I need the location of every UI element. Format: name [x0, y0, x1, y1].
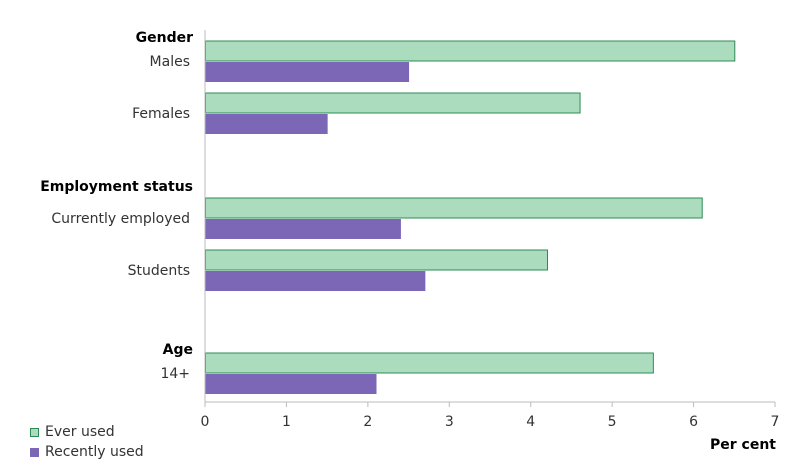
- category-label-males: Males: [150, 54, 190, 70]
- legend-label-ever-used: Ever used: [45, 424, 115, 440]
- group-title-age: Age: [163, 342, 193, 358]
- bar-ever-used-14: [205, 352, 654, 374]
- group-title-gender: Gender: [136, 30, 193, 46]
- x-axis-ticks: 0 1 2 3 4 5 6 7: [201, 402, 780, 430]
- x-tick-label-3: 3: [445, 414, 454, 430]
- x-tick-label-7: 7: [771, 414, 780, 430]
- category-label-14: 14+: [160, 366, 190, 382]
- legend-label-recently-used: Recently used: [45, 444, 144, 460]
- legend-swatch-ever-used: [30, 427, 39, 437]
- bar-recently-used-currently-employed: [205, 219, 401, 239]
- legend-item-recently-used: Recently used: [30, 442, 144, 462]
- bar-ever-used-males: [205, 40, 736, 62]
- bar-recently-used-14: [205, 374, 377, 394]
- category-label-students: Students: [128, 263, 190, 279]
- x-tick-label-2: 2: [363, 414, 372, 430]
- bar-ever-used-currently-employed: [205, 197, 703, 219]
- legend-swatch-recently-used: [30, 447, 39, 457]
- x-tick-label-5: 5: [608, 414, 617, 430]
- category-labels: Gender Males Females Employment status Curre…: [40, 30, 193, 382]
- group-title-employment-status: Employment status: [40, 179, 193, 195]
- legend: Ever used Recently used: [30, 422, 144, 462]
- category-label-females: Females: [132, 106, 190, 122]
- legend-item-ever-used: Ever used: [30, 422, 144, 442]
- category-label-currently-employed: Currently employed: [51, 211, 190, 227]
- bar-recently-used-females: [205, 114, 328, 134]
- x-axis-title: Per cent: [710, 437, 776, 453]
- bar-ever-used-students: [205, 249, 548, 271]
- bar-recently-used-students: [205, 271, 426, 291]
- x-tick-label-6: 6: [689, 414, 698, 430]
- bar-recently-used-males: [205, 62, 410, 82]
- x-tick-label-4: 4: [526, 414, 535, 430]
- x-tick-label-1: 1: [282, 414, 291, 430]
- x-tick-label-0: 0: [201, 414, 210, 430]
- bars-layer: [205, 40, 736, 394]
- bar-ever-used-females: [205, 92, 581, 114]
